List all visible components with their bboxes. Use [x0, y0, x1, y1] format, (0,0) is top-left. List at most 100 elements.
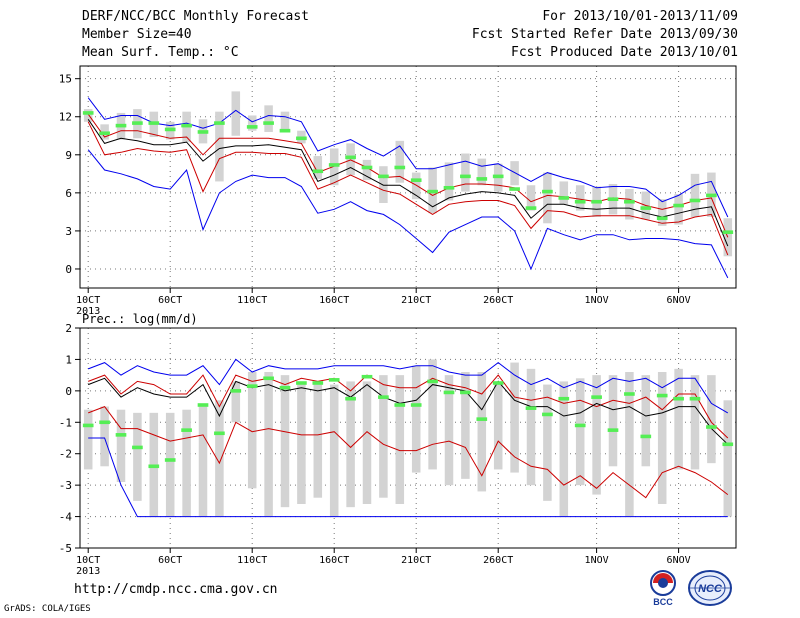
observed-marker	[460, 390, 471, 395]
observed-marker	[689, 396, 701, 401]
observed-marker	[722, 442, 734, 447]
x-tick-label: 260CT	[483, 295, 513, 306]
observed-marker	[722, 230, 734, 234]
series-lower-line	[88, 405, 729, 499]
fcst-started-date: Fcst Started Refer Date 2013/09/30	[471, 27, 738, 42]
observed-marker	[476, 177, 488, 181]
source-url[interactable]: http://cmdp.ncc.cma.gov.cn	[74, 582, 278, 597]
observed-marker	[115, 123, 127, 128]
observed-marker	[99, 131, 110, 136]
ensemble-box	[625, 189, 634, 220]
ensemble-box	[543, 384, 552, 501]
observed-marker	[492, 381, 504, 385]
observed-marker	[296, 381, 307, 385]
observed-marker	[574, 199, 586, 204]
y-tick-label: 9	[65, 149, 72, 162]
ensemble-box	[641, 375, 651, 467]
header-left: DERF/NCC/BCC Monthly Forecast Member Size…	[82, 8, 309, 62]
y-tick-label: -3	[59, 479, 72, 492]
x-tick-label: 1NOV	[585, 295, 609, 306]
observed-marker	[296, 136, 307, 141]
observed-marker	[132, 121, 143, 125]
ensemble-box	[395, 375, 405, 504]
forecast-period: For 2013/10/01-2013/11/09	[542, 9, 738, 24]
observed-marker	[148, 121, 160, 125]
panel-ylabel: Prec.: log(mm/d)	[82, 312, 198, 326]
ensemble-box	[559, 381, 569, 517]
ensemble-box	[477, 158, 487, 186]
observed-marker	[279, 385, 291, 390]
observed-marker	[148, 464, 160, 469]
ensemble-box	[411, 365, 421, 473]
x-tick-label: 1NOV	[585, 555, 609, 566]
observed-marker	[394, 403, 406, 407]
ensemble-box	[198, 406, 208, 517]
ensemble-box	[625, 372, 634, 517]
x-tick-label: 60CT	[158, 295, 182, 306]
x-tick-label: 6NOV	[667, 295, 691, 306]
observed-marker	[460, 174, 471, 179]
y-tick-label: 15	[59, 73, 72, 86]
series-max-line	[87, 97, 729, 218]
observed-marker	[164, 127, 176, 132]
observed-marker	[443, 185, 455, 190]
observed-marker	[410, 403, 422, 407]
observed-marker	[164, 458, 176, 462]
ensemble-box	[444, 375, 454, 486]
observed-marker	[558, 396, 570, 401]
observed-marker	[542, 189, 553, 194]
ensemble-box	[264, 105, 273, 132]
y-tick-label: 12	[59, 111, 72, 124]
x-tick-label: 110CT	[237, 295, 267, 306]
observed-marker	[607, 428, 619, 432]
observed-marker	[525, 406, 537, 410]
ensemble-box	[379, 375, 388, 498]
observed-marker	[624, 199, 635, 204]
ensemble-box	[461, 372, 470, 479]
observed-marker	[181, 123, 192, 128]
ensemble-box	[83, 109, 93, 122]
bcc-logo-text: BCC	[653, 597, 673, 607]
ensemble-box	[674, 368, 683, 470]
observed-marker	[246, 125, 258, 129]
plot-frame	[79, 65, 737, 289]
observed-marker	[624, 392, 635, 396]
ensemble-box	[674, 194, 683, 225]
observed-marker	[443, 390, 455, 395]
observed-marker	[214, 121, 225, 125]
ensemble-box	[329, 384, 339, 517]
ensemble-box	[346, 143, 355, 176]
observed-marker	[197, 130, 209, 134]
observed-marker	[591, 395, 602, 399]
observed-marker	[312, 381, 324, 385]
member-size: Member Size=40	[82, 27, 192, 42]
observed-marker	[574, 423, 586, 428]
observed-marker	[378, 174, 389, 179]
header-right: For 2013/10/01-2013/11/09 Fcst Started Re…	[472, 8, 738, 62]
observed-marker	[509, 187, 520, 191]
observed-marker	[607, 197, 619, 201]
observed-marker	[312, 169, 324, 174]
observed-marker	[214, 431, 225, 436]
observed-marker	[181, 428, 192, 432]
observed-marker	[132, 445, 143, 450]
y-tick-label: 6	[65, 187, 72, 200]
y-tick-label: 0	[65, 263, 72, 276]
observed-marker	[394, 165, 406, 170]
observed-marker	[476, 417, 488, 421]
observed-marker	[115, 433, 127, 437]
observed-marker	[378, 395, 389, 399]
ensemble-box	[526, 185, 536, 211]
observed-marker	[427, 189, 438, 194]
x-tick-label: 160CT	[319, 555, 349, 566]
observed-marker	[263, 376, 274, 381]
ensemble-box	[510, 161, 519, 186]
observed-marker	[640, 206, 652, 210]
x-tick-label: 10CT	[76, 295, 100, 306]
series-max-line	[88, 358, 729, 414]
observed-marker	[230, 389, 242, 393]
observed-marker	[673, 396, 684, 401]
observed-marker	[361, 165, 373, 170]
observed-marker	[656, 216, 668, 221]
observed-marker	[427, 379, 438, 384]
